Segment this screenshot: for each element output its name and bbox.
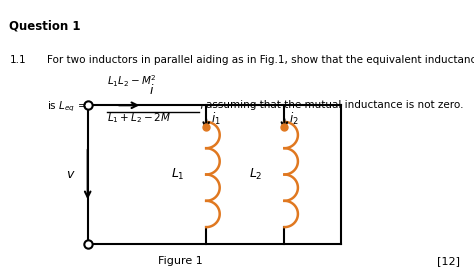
Text: is $\it{L}_{eq}$ =: is $\it{L}_{eq}$ = xyxy=(47,100,87,114)
Text: Question 1: Question 1 xyxy=(9,19,81,32)
Text: $\mathit{v}$: $\mathit{v}$ xyxy=(66,168,76,181)
Text: $\mathit{i}_1$: $\mathit{i}_1$ xyxy=(211,111,221,127)
Text: $\mathit{i}$: $\mathit{i}$ xyxy=(149,83,155,97)
Text: For two inductors in parallel aiding as in Fig.1, show that the equivalent induc: For two inductors in parallel aiding as … xyxy=(47,55,474,65)
Text: Figure 1: Figure 1 xyxy=(158,256,202,266)
Text: ,: , xyxy=(199,100,202,110)
Text: [12]: [12] xyxy=(437,256,460,266)
Text: 1.1: 1.1 xyxy=(9,55,26,65)
Text: $L_1 L_2 - M^2$: $L_1 L_2 - M^2$ xyxy=(107,73,156,89)
Text: $\mathit{L}_2$: $\mathit{L}_2$ xyxy=(249,167,263,182)
Text: $L_1 + L_2 - 2M$: $L_1 + L_2 - 2M$ xyxy=(107,111,171,125)
Text: $\mathit{i}_2$: $\mathit{i}_2$ xyxy=(289,111,299,127)
Text: $\mathit{L}_1$: $\mathit{L}_1$ xyxy=(171,167,185,182)
Text: assuming that the mutual inductance is not zero.: assuming that the mutual inductance is n… xyxy=(206,100,464,110)
